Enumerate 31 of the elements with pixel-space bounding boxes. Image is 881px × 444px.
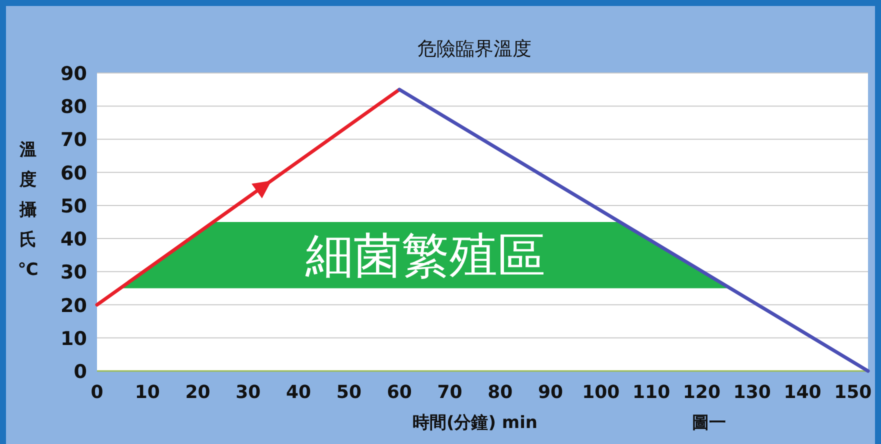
y-tick-label: 40: [60, 228, 87, 251]
x-tick-label: 80: [488, 382, 513, 403]
y-tick-label: 70: [60, 129, 87, 152]
x-tick-label: 140: [784, 382, 822, 403]
y-tick-label: 0: [74, 361, 87, 383]
x-tick-label: 70: [437, 382, 462, 403]
y-tick-label: 20: [60, 294, 87, 317]
x-tick-label: 130: [733, 382, 771, 403]
text: 圖一: [692, 413, 726, 433]
x-tick-label: 60: [386, 382, 412, 403]
x-tick-label: 0: [90, 382, 104, 403]
y-tick-label: 30: [60, 262, 87, 284]
y-tick-label: 90: [60, 63, 87, 85]
y-tick-label: 80: [60, 96, 87, 118]
x-tick-label: 100: [582, 382, 620, 403]
y-tick-label: 60: [60, 162, 87, 184]
x-tick-label: 10: [134, 382, 160, 403]
band-label: 細菌繁殖區: [304, 228, 546, 284]
x-tick-label: 150: [834, 382, 872, 403]
y-tick-label: 50: [60, 195, 87, 218]
x-axis-title: 時間(分鐘) min: [412, 413, 538, 433]
x-tick-label: 90: [538, 382, 564, 403]
y-tick-label: 10: [60, 328, 87, 350]
x-tick-label: 50: [336, 382, 362, 403]
y-axis-title: 溫度攝氏℃: [18, 140, 38, 280]
x-tick-label: 30: [236, 382, 261, 403]
x-tick-label: 40: [286, 382, 312, 403]
x-tick-label: 20: [185, 382, 210, 403]
chart-title: 危險臨界溫度: [418, 38, 532, 60]
x-tick-label: 110: [632, 382, 670, 403]
x-tick-label: 120: [682, 382, 720, 403]
